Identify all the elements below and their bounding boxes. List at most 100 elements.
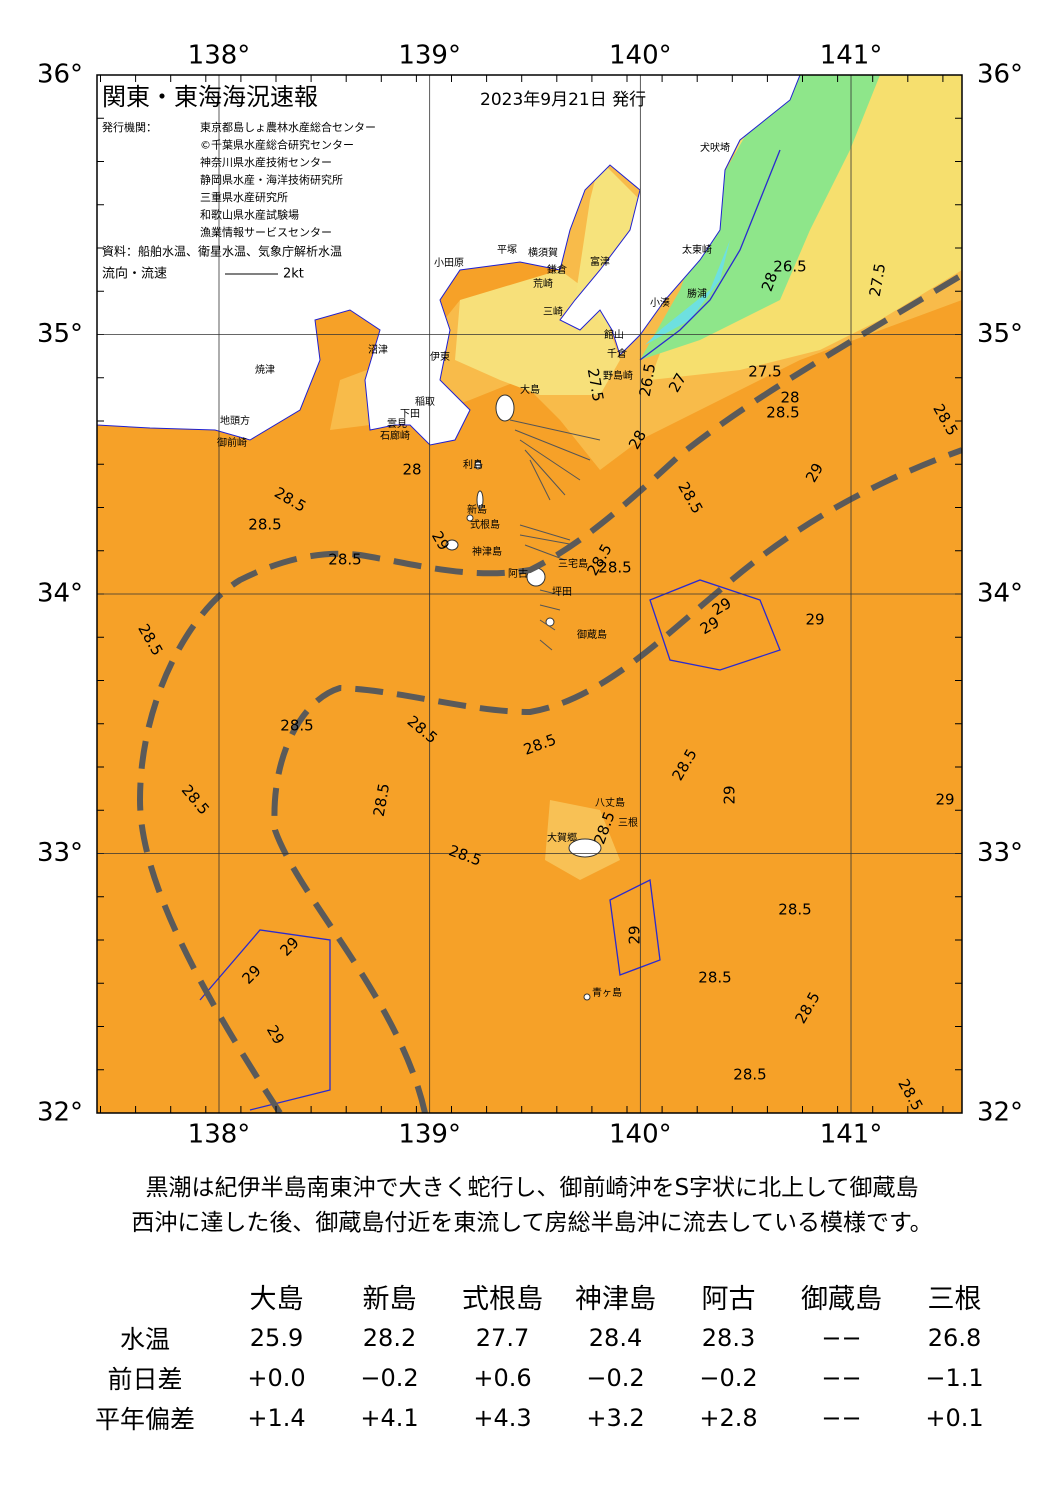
isotherm-label: 28.5	[248, 516, 281, 534]
lon-label: 139°	[398, 41, 461, 71]
place-label: 焼津	[255, 364, 275, 376]
column-header: 阿古	[701, 1284, 756, 1315]
table-row: 前日差 +0.0 −0.2 +0.6 −0.2 −0.2 −− −1.1	[70, 1358, 1011, 1398]
place-label: 荒崎	[533, 277, 553, 290]
islands	[445, 394, 602, 1001]
issuer: ©千葉県水産総合研究センター	[200, 138, 354, 152]
isotherm-label: 28	[758, 270, 781, 294]
place-label: 阿古	[508, 567, 528, 580]
date: 2023年9月21日 発行	[480, 90, 646, 110]
lon-label: 141°	[820, 41, 883, 71]
cell: +4.3	[473, 1404, 532, 1432]
frame	[96, 74, 963, 1114]
table-row: 水温 25.9 28.2 27.7 28.4 28.3 −− 26.8	[70, 1318, 1011, 1358]
axis-labels: 138° 138° 139° 139° 140° 140° 141° 141° 36° 36° 35…	[37, 41, 1023, 1150]
place-label: 地頭方	[220, 414, 250, 427]
issuer: 三重県水産研究所	[200, 190, 288, 204]
isotherm-label: 28.5	[328, 551, 361, 569]
issuer-label: 発行機関：	[102, 120, 157, 134]
cell: +1.4	[247, 1404, 306, 1432]
place-label: 大賀郷	[547, 831, 577, 844]
cell: +0.0	[247, 1364, 306, 1392]
place-label: 下田	[400, 409, 420, 420]
description: 黒潮は紀伊半島南東沖で大きく蛇行し、御前崎沖をS字状に北上して御蔵島	[145, 1175, 919, 1201]
place-label: 伊東	[430, 350, 450, 363]
place-label: 利島	[463, 458, 483, 471]
cell: +3.2	[586, 1404, 645, 1432]
isotherm-label: 29	[626, 925, 644, 944]
cell: +4.1	[360, 1404, 419, 1432]
place-label: 稲取	[415, 396, 435, 408]
cell: −−	[821, 1364, 862, 1392]
place-label: 鎌倉	[547, 263, 567, 276]
column-header: 神津島	[575, 1284, 656, 1315]
place-label: 勝浦	[687, 287, 707, 300]
place-label: 坪田	[552, 585, 572, 598]
place-label: 沼津	[368, 343, 388, 356]
place-label: 千倉	[607, 347, 627, 360]
flow-arrows	[509, 419, 601, 651]
isotherm-label: 26.5	[636, 362, 660, 398]
cell: 28.3	[701, 1324, 756, 1352]
lat-label: 33°	[977, 838, 1023, 868]
cell: 28.2	[362, 1324, 417, 1352]
place-label: 神津島	[472, 545, 502, 558]
cell: 25.9	[249, 1324, 304, 1352]
issuer: 漁業情報サービスセンター	[200, 225, 332, 239]
green-zone	[640, 75, 880, 360]
description: 西沖に達した後、御蔵島付近を東流して房総半島沖に流去している模様です。	[131, 1210, 933, 1236]
cell: +0.6	[473, 1364, 532, 1392]
place-label: 御蔵島	[577, 628, 607, 641]
flow-scale: 2kt	[283, 267, 304, 282]
cell: +2.8	[699, 1404, 758, 1432]
issuer: 神奈川県水産技術センター	[200, 155, 332, 169]
place-label: 三根	[618, 816, 638, 829]
kuroshio	[136, 272, 962, 1113]
isotherm-label: 29	[805, 611, 824, 629]
lat-label: 36°	[37, 60, 83, 90]
cell: −−	[821, 1404, 862, 1432]
place-label: 野島崎	[603, 369, 633, 382]
column-header: 三根	[927, 1284, 982, 1315]
cell: +0.1	[925, 1404, 984, 1432]
lat-label: 32°	[37, 1098, 83, 1128]
place-label: 平塚	[497, 244, 517, 256]
table-row: 平年偏差 +1.4 +4.1 +4.3 +3.2 +2.8 −− +0.1	[70, 1398, 1011, 1438]
lat-label: 34°	[977, 579, 1023, 609]
place-label: 大島	[520, 383, 540, 396]
title: 関東・東海海況速報	[102, 83, 318, 111]
row-label: 水温	[119, 1325, 170, 1354]
isotherm-label: 29	[935, 791, 954, 809]
place-label: 小田原	[434, 257, 464, 269]
source: 資料：船舶水温、衛星水温、気象庁解析水温	[102, 244, 342, 259]
place-label: 式根島	[470, 518, 500, 531]
cell: −1.1	[925, 1364, 984, 1392]
isotherm-label: 26.5	[773, 258, 806, 276]
flow-label: 流向・流速	[102, 266, 167, 282]
lon-label: 140°	[609, 1120, 672, 1150]
grid	[97, 75, 962, 1113]
column-header: 大島	[249, 1284, 304, 1315]
lat-label: 32°	[977, 1098, 1023, 1128]
isotherm-label: 27.5	[748, 363, 781, 381]
land	[97, 75, 801, 446]
isotherm-label: 27.5	[584, 367, 608, 403]
lat-label: 35°	[37, 319, 83, 349]
header-row: 大島 新島 式根島 神津島 阿古 御蔵島 三根	[70, 1275, 1011, 1318]
lat-label: 35°	[977, 319, 1023, 349]
cell: −0.2	[699, 1364, 758, 1392]
isotherm-label: 28.5	[598, 559, 631, 577]
cell: −−	[821, 1324, 862, 1352]
isotherm-label: 28.5	[370, 782, 394, 818]
cell: 28.4	[588, 1324, 643, 1352]
corner	[70, 1275, 220, 1318]
place-label: 青ヶ島	[592, 986, 622, 999]
cell: 26.8	[927, 1324, 982, 1352]
data-table: 大島 新島 式根島 神津島 阿古 御蔵島 三根 水温 25.9 28.2 27.7 28.4 28.3 −…	[70, 1275, 1011, 1438]
issuers: 東京都島しょ農林水産総合センター ©千葉県水産総合研究センター神奈川県水産技術セン…	[200, 120, 376, 239]
place-label: 三宅島	[558, 557, 588, 570]
lat-label: 34°	[37, 579, 83, 609]
lon-label: 138°	[188, 41, 251, 71]
